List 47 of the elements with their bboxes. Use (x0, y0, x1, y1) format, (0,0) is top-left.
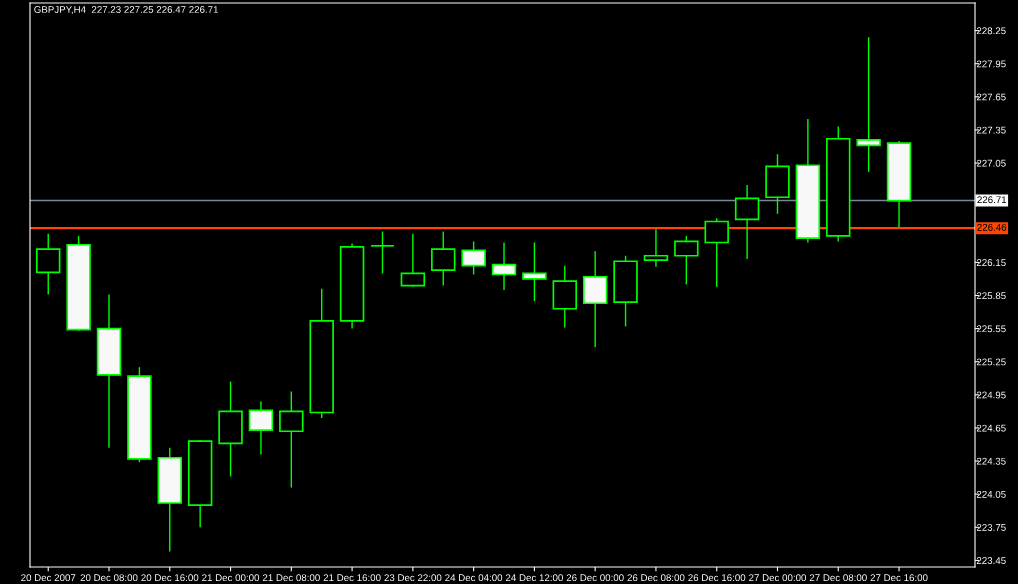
candlestick (704, 217, 729, 288)
candlestick (279, 390, 304, 489)
x-tick-label: 27 Dec 08:00 (809, 574, 867, 582)
y-tick-label: 228.25 (976, 27, 1006, 35)
y-tick-label: 224.05 (976, 490, 1006, 498)
y-tick-label: 227.35 (976, 126, 1006, 134)
ref-line-label: 226.71 (977, 196, 1007, 204)
y-tick-label: 226.15 (976, 259, 1006, 266)
x-tick-label: 20 Dec 16:00 (141, 574, 199, 582)
x-tick-label: 27 Dec 00:00 (749, 574, 807, 582)
x-tick-label: 24 Dec 04:00 (445, 574, 503, 582)
x-tick-label: 27 Dec 16:00 (870, 574, 928, 582)
x-tick-label: 26 Dec 00:00 (566, 574, 624, 582)
candlestick (400, 232, 426, 288)
y-tick-label: 225.85 (976, 292, 1006, 300)
candlestick (248, 400, 274, 456)
y-tick-label: 224.65 (976, 424, 1006, 432)
x-tick-label: 21 Dec 00:00 (202, 574, 260, 582)
candlestick (431, 230, 456, 287)
candlestick (370, 230, 395, 275)
candlestick (674, 235, 699, 286)
candlestick (856, 36, 881, 173)
x-tick-label: 20 Dec 08:00 (80, 574, 138, 582)
candlestick (643, 228, 669, 268)
candlestick (491, 241, 517, 291)
x-tick-label: 24 Dec 12:00 (505, 574, 563, 582)
y-tick-label: 223.45 (976, 557, 1006, 564)
candlestick (522, 241, 547, 302)
y-tick-label: 224.95 (976, 391, 1006, 399)
x-tick-label: 26 Dec 08:00 (627, 574, 685, 582)
candlestick (36, 232, 61, 296)
x-tick-label: 23 Dec 22:00 (384, 574, 442, 582)
chart-title: GBPJPY,H4 227.23 227.25 226.47 226.71 (34, 6, 218, 15)
y-tick-label: 227.95 (976, 60, 1006, 68)
y-tick-label: 227.05 (976, 159, 1006, 167)
x-tick-label: 21 Dec 16:00 (323, 574, 381, 582)
y-tick-label: 223.75 (976, 524, 1006, 531)
x-tick-label: 20 Dec 2007 (21, 574, 76, 582)
x-tick-label: 26 Dec 16:00 (688, 574, 746, 582)
ref-line-label: 226.46 (977, 223, 1007, 231)
x-tick-label: 21 Dec 08:00 (262, 574, 320, 582)
y-tick-label: 225.55 (976, 325, 1006, 333)
y-tick-label: 225.25 (976, 358, 1006, 366)
candlestick (734, 184, 760, 260)
candlestick (461, 240, 486, 276)
y-tick-label: 227.65 (976, 93, 1006, 101)
y-tick-label: 224.35 (976, 457, 1006, 465)
